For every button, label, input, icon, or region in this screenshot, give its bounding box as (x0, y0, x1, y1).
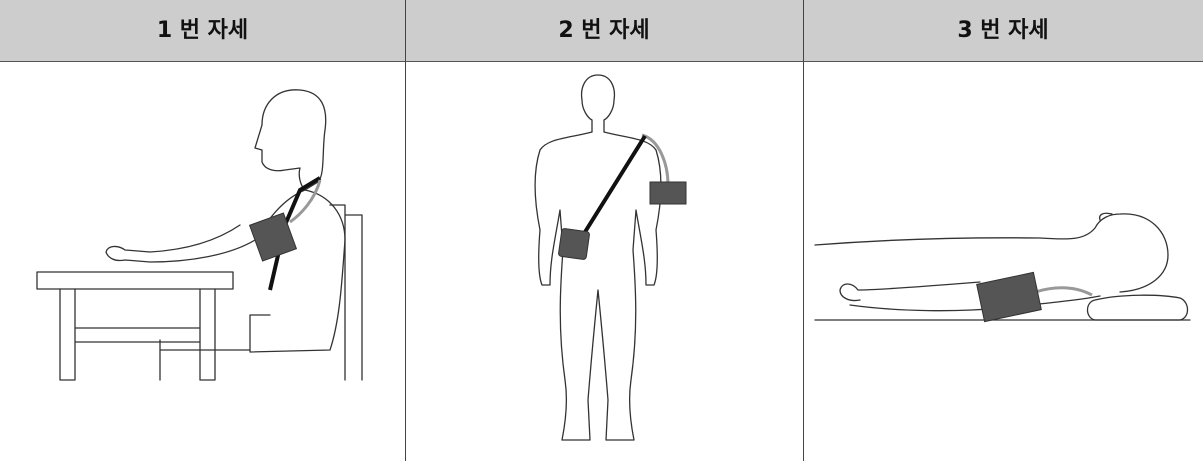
header-row: 1 번 자세 2 번 자세 3 번 자세 (0, 0, 1203, 62)
header-cell: 3 번 자세 (957, 18, 1049, 43)
column-divider (803, 0, 804, 461)
header-cell: 1 번 자세 (156, 18, 249, 43)
lying-illustration (814, 212, 1191, 323)
seated-illustration (36, 89, 363, 381)
standing-illustration (534, 74, 687, 441)
header-cell: 2 번 자세 (558, 18, 650, 43)
column-divider (405, 0, 406, 461)
illustrations (36, 74, 1191, 441)
